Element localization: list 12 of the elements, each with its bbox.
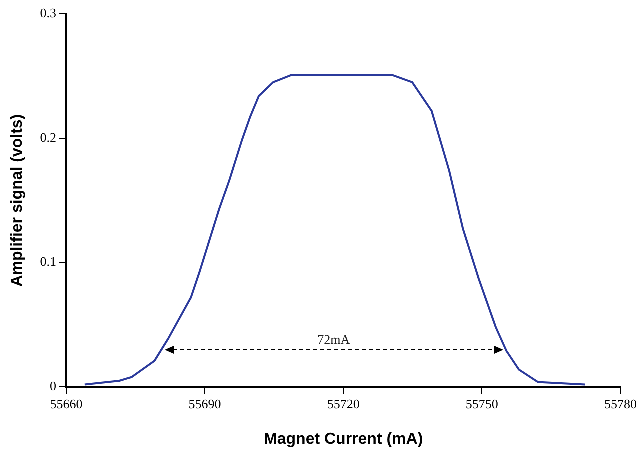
annotation: 72mA bbox=[318, 332, 351, 347]
x-tick-label: 55690 bbox=[188, 396, 222, 412]
x-tick-label: 55660 bbox=[50, 396, 83, 412]
y-tick-label: 0 bbox=[50, 378, 56, 394]
y-tick-label: 0.3 bbox=[40, 5, 56, 20]
y-tick-label: 0.2 bbox=[40, 130, 56, 145]
x-tick-label: 55780 bbox=[604, 396, 637, 412]
y-axis-title: Amplifier signal (volts) bbox=[9, 114, 26, 287]
x-axis-title: Magnet Current (mA) bbox=[264, 430, 424, 448]
y-tick-label: 0.1 bbox=[40, 254, 56, 270]
x-tick-label: 55720 bbox=[327, 396, 360, 412]
x-tick-label: 55750 bbox=[466, 396, 498, 412]
